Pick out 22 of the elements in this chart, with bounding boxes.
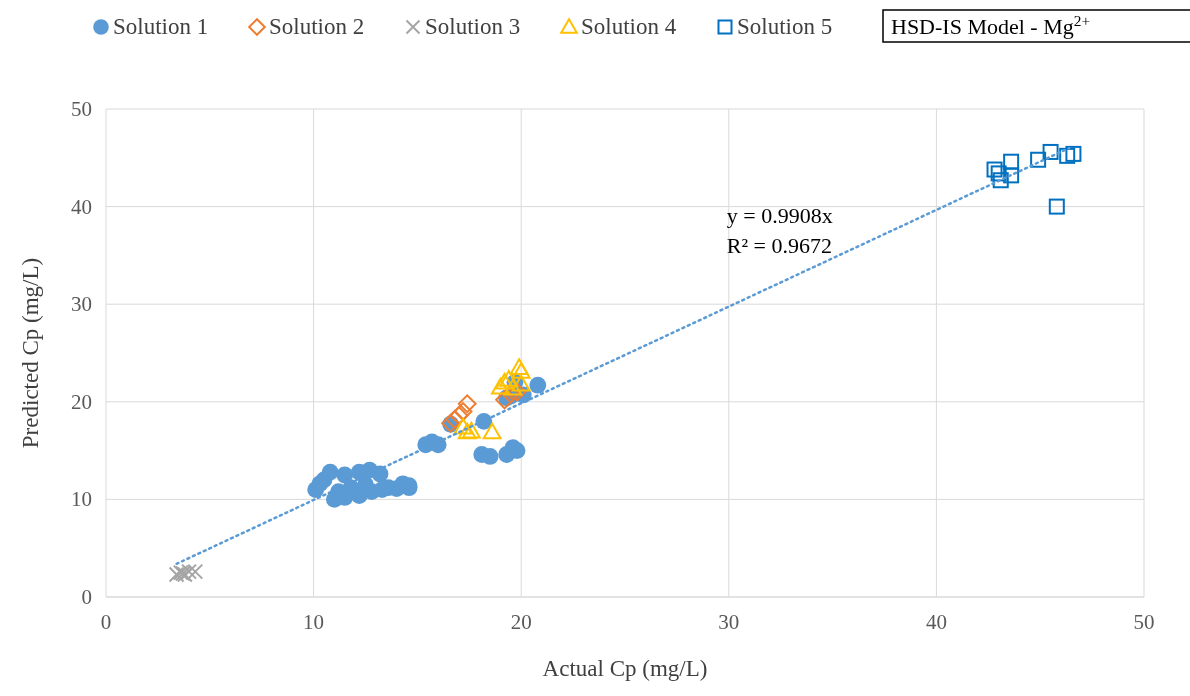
legend-label: Solution 5 xyxy=(737,14,833,39)
legend-label: Solution 4 xyxy=(581,14,677,39)
x-tick-label: 40 xyxy=(925,610,947,634)
y-tick-label: 0 xyxy=(81,585,92,609)
text: HSD-IS Model - Mg$^{2+}$ xyxy=(891,11,1091,39)
x-tick-label: 10 xyxy=(303,610,325,634)
y-tick-label: 40 xyxy=(71,194,92,219)
annotation: y = 0.9908x xyxy=(726,203,833,228)
legend-label: Solution 2 xyxy=(269,14,365,39)
x-tick-label: 0 xyxy=(100,610,112,634)
x-tick-label: 30 xyxy=(718,610,740,634)
annotation: R² = 0.9672 xyxy=(726,233,832,258)
y-tick-label: 30 xyxy=(71,292,92,317)
legend-label: Solution 3 xyxy=(425,14,521,39)
x-axis-title: Actual Cp (mg/L) xyxy=(542,656,708,681)
y-tick-label: 10 xyxy=(71,487,92,512)
x-tick-label: 50 xyxy=(1133,610,1155,634)
x-tick-label: 20 xyxy=(510,610,532,634)
y-tick-label: 50 xyxy=(71,97,92,121)
y-axis-title: Predicted Cp (mg/L) xyxy=(18,257,43,449)
legend-label: Solution 1 xyxy=(113,14,209,39)
y-tick-label: 20 xyxy=(71,389,92,414)
